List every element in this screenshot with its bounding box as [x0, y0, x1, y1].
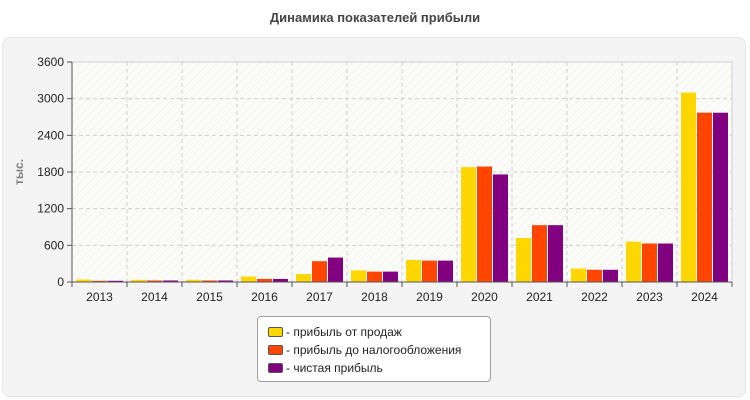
legend-item-pretax-profit: - прибыль до налогообложения — [268, 341, 490, 359]
x-tick-label: 2023 — [636, 290, 663, 304]
bar-6-2 — [438, 260, 453, 282]
x-tick-label: 2024 — [691, 290, 718, 304]
legend-label-pretax-profit: - прибыль до налогообложения — [286, 343, 462, 357]
x-tick-label: 2022 — [581, 290, 608, 304]
bar-11-2 — [713, 112, 728, 282]
bar-2-0 — [186, 279, 201, 282]
bar-1-1 — [147, 280, 162, 282]
bar-6-1 — [422, 260, 437, 282]
x-tick-label: 2014 — [141, 290, 168, 304]
bar-2-1 — [202, 280, 217, 282]
grid-lines — [72, 62, 732, 282]
y-tick-label: 3000 — [37, 92, 64, 106]
y-tick-label: 600 — [44, 238, 64, 252]
bar-4-2 — [328, 257, 343, 282]
x-tick-label: 2018 — [361, 290, 388, 304]
bar-1-2 — [163, 280, 178, 282]
bar-7-1 — [477, 166, 492, 282]
bar-9-0 — [571, 268, 586, 282]
y-axis-label: тыс. — [12, 159, 26, 185]
bar-0-2 — [108, 280, 123, 282]
x-tick-label: 2017 — [306, 290, 333, 304]
bar-0-0 — [76, 279, 91, 282]
y-tick-label: 1200 — [37, 202, 64, 216]
x-tick-label: 2016 — [251, 290, 278, 304]
bar-8-2 — [548, 225, 563, 282]
bar-11-1 — [697, 112, 712, 282]
legend-item-net-profit: - чистая прибыль — [268, 359, 490, 377]
y-tick-label: 3600 — [37, 55, 64, 69]
y-tick-label: 2400 — [37, 128, 64, 142]
chart-title: Динамика показателей прибыли — [269, 10, 481, 25]
bars — [76, 92, 728, 282]
bar-7-0 — [461, 167, 476, 282]
bar-9-1 — [587, 269, 602, 282]
bar-0-1 — [92, 280, 107, 282]
x-tick-label: 2020 — [471, 290, 498, 304]
x-tick-label: 2015 — [196, 290, 223, 304]
bar-8-0 — [516, 238, 531, 282]
bar-3-2 — [273, 278, 288, 282]
bar-6-0 — [406, 260, 421, 282]
bar-5-0 — [351, 270, 366, 282]
legend-swatch-pretax-profit — [268, 345, 283, 355]
bar-1-0 — [131, 279, 146, 282]
bar-8-1 — [532, 225, 547, 282]
bar-3-0 — [241, 276, 256, 282]
legend-item-sales-profit: - прибыль от продаж — [268, 323, 490, 341]
bar-5-2 — [383, 271, 398, 282]
axes: 0 600 1200 1800 2400 3000 3600 2013 2014 2015 2016… — [37, 55, 733, 304]
bar-10-1 — [642, 243, 657, 282]
bar-10-2 — [658, 243, 673, 282]
bar-5-1 — [367, 271, 382, 282]
bar-4-1 — [312, 261, 327, 282]
bar-9-2 — [603, 269, 618, 282]
bar-10-0 — [626, 241, 641, 282]
bar-11-0 — [681, 92, 696, 282]
bar-7-2 — [493, 174, 508, 282]
x-tick-label: 2021 — [526, 290, 553, 304]
chart-legend: - прибыль от продаж - прибыль до налогоо… — [257, 316, 491, 382]
bar-2-2 — [218, 280, 233, 282]
legend-label-sales-profit: - прибыль от продаж — [286, 325, 402, 339]
y-tick-label: 0 — [57, 275, 64, 289]
legend-swatch-sales-profit — [268, 327, 283, 337]
legend-label-net-profit: - чистая прибыль — [286, 361, 383, 375]
bar-4-0 — [296, 274, 311, 282]
x-tick-label: 2013 — [86, 290, 113, 304]
legend-swatch-net-profit — [268, 363, 283, 373]
x-tick-label: 2019 — [416, 290, 443, 304]
bar-3-1 — [257, 278, 272, 282]
y-tick-label: 1800 — [37, 165, 64, 179]
